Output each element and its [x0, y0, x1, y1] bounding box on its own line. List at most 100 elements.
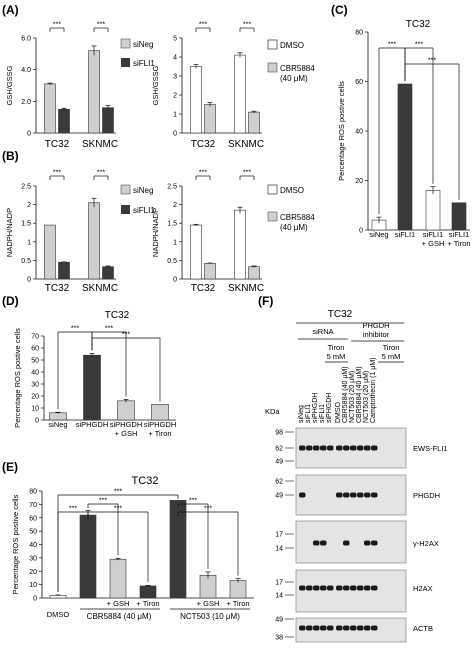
blot-band	[320, 445, 327, 451]
y-tick-label: 20	[31, 394, 39, 401]
blot-band	[343, 625, 350, 631]
blot-title: TC32	[328, 309, 353, 320]
y-axis-label: Percentage ROS postive cells	[13, 328, 22, 428]
blot-band	[371, 445, 378, 451]
y-axis-label: NADPH/NADP	[5, 208, 14, 257]
significance-label: ***	[122, 332, 130, 339]
chart-b-right: 0 0.5 1 1.5 2 2.5 NADPH/NADP *** ***	[151, 170, 262, 284]
y-tick-label: 1	[173, 239, 177, 246]
blot-band	[343, 492, 350, 498]
blot-band	[371, 492, 378, 498]
blot-band	[364, 625, 371, 631]
blot-band	[320, 625, 327, 631]
bar	[234, 54, 246, 134]
blot-band	[343, 585, 350, 591]
significance-label: ***	[199, 170, 207, 177]
y-tick-label: 2	[173, 93, 177, 100]
tiron-label-2: Tiron	[383, 343, 400, 352]
significance-label: ***	[388, 42, 396, 49]
bar	[44, 224, 56, 280]
y-tick-label: 20	[355, 178, 363, 185]
y-tick-label: 3	[173, 74, 177, 81]
significance-label: ***	[114, 489, 122, 496]
legend-b-left: siNeg siFLI1	[120, 184, 155, 215]
category-cbr-tiron: + Tiron	[136, 599, 159, 608]
bar	[234, 209, 246, 280]
blot-band	[336, 445, 343, 451]
y-tick-label: 2.5	[21, 184, 31, 191]
category-tc32: TC32	[191, 283, 216, 294]
category-sknmc: SKNMC	[228, 283, 264, 294]
chart-title-e: TC32	[132, 475, 159, 487]
y-tick-label: 2	[27, 202, 31, 209]
y-tick-label: 2.0	[21, 99, 31, 106]
bar	[151, 404, 169, 421]
significance-label: ***	[114, 506, 122, 513]
blot-band	[320, 585, 327, 591]
blot-band	[357, 625, 364, 631]
category-nct503-group: NCT503 (10 μM)	[180, 612, 240, 621]
category-siphgdh: siPHGDH	[76, 420, 109, 429]
bar	[451, 202, 467, 231]
legend-swatch-cbr5884	[267, 62, 278, 73]
category-cbr-gsh: + GSH	[107, 599, 130, 608]
lane-label: CBR5884 (40 μM)	[356, 366, 363, 423]
blot-band	[364, 445, 371, 451]
y-tick-label: 10	[29, 582, 37, 589]
y-axis-label: NADPH/NADP	[151, 208, 160, 257]
blot-band	[357, 585, 364, 591]
bar	[199, 574, 217, 599]
kda-marker-label: 62	[275, 479, 283, 486]
blot-band	[364, 585, 371, 591]
legend-swatch-sifli1	[121, 205, 130, 214]
bar-charts: 0 2.0 4.0 6.0 GSH/GSSG *** *** 0 1 2 3 4 5 GSH/GSSG **…	[5, 22, 470, 603]
y-tick-label: 0	[27, 131, 31, 138]
bar	[397, 83, 413, 231]
legend-swatch-sineg	[120, 38, 131, 49]
significance-label: ***	[53, 170, 61, 177]
legend-a-left: siNeg siFLI1	[120, 38, 155, 68]
blot-protein-label: PHGDH	[413, 491, 440, 500]
lane-label: siFLI1	[319, 404, 326, 423]
significance-label: ***	[243, 170, 251, 177]
category-tc32: TC32	[45, 283, 70, 294]
blot-band	[327, 445, 334, 451]
y-tick-label: 80	[29, 489, 37, 496]
blot-band	[350, 492, 357, 498]
legend-label-cbr5884: CBR5884	[280, 213, 315, 222]
legend-label-cbr5884-dose: (40 μM)	[280, 223, 308, 232]
legend-label-dmso: DMSO	[280, 41, 304, 50]
y-tick-label: 60	[29, 515, 37, 522]
category-siphgdh-gsh-2: + GSH	[115, 429, 138, 438]
y-tick-label: 6.0	[21, 36, 31, 43]
lane-label: siFLI1	[305, 404, 312, 423]
y-tick-label: 10	[31, 406, 39, 413]
panel-label-b: (B)	[2, 149, 19, 163]
blot-panel-f: TC32 siRNA PHGDH inhibitor Tiron 5 mM Ti…	[265, 309, 448, 643]
significance-label: ***	[97, 22, 105, 29]
y-tick-label: 40	[355, 129, 363, 136]
legend-swatch-sifli1	[121, 58, 130, 67]
bar	[117, 400, 135, 421]
inhibitor-group-label-2: inhibitor	[363, 330, 390, 339]
blot-strip	[295, 520, 407, 564]
significance-label: ***	[243, 22, 251, 29]
significance-label: ***	[53, 22, 61, 29]
y-axis-label: Percentage ROS postive cells	[337, 81, 346, 181]
y-tick-label: 4.0	[21, 67, 31, 74]
legend-swatch-sineg	[120, 184, 131, 195]
blot-band	[299, 492, 306, 498]
lane-label: DMSO	[335, 401, 342, 423]
bar	[58, 108, 70, 134]
category-dmso: DMSO	[47, 610, 70, 619]
category-sifli1-gsh: siFLI1	[423, 230, 443, 239]
blot-band	[336, 625, 343, 631]
legend-label-cbr5884: CBR5884	[280, 64, 315, 73]
inhibitor-group-label: PHGDH	[362, 321, 389, 330]
lane-label: siNeg	[298, 405, 305, 423]
kda-marker-label: 14	[275, 546, 283, 553]
category-nct-tiron: + Tiron	[226, 599, 249, 608]
chart-e: 0 10 20 30 40 50 60 70 80 Percentage ROS postive …	[11, 489, 254, 603]
y-axis-label: GSH/GSSG	[151, 65, 160, 105]
